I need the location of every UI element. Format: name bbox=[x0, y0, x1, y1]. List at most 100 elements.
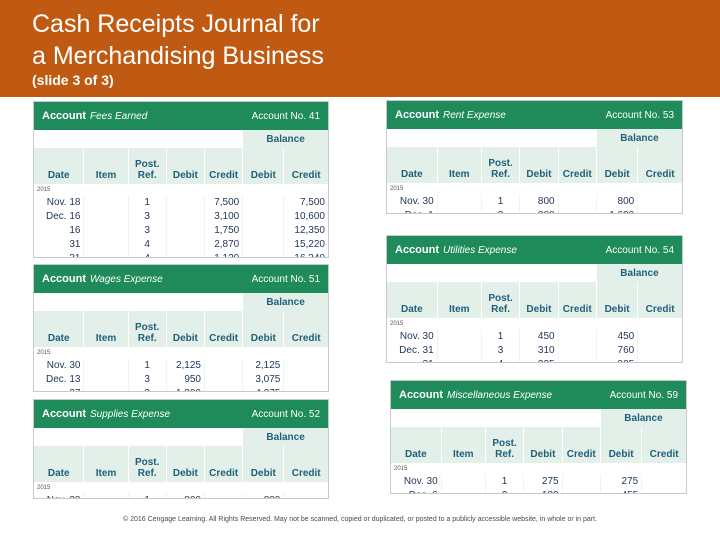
ledger-table: Balance Date Item Post. Ref. Debit Credit Debit… bbox=[34, 130, 328, 257]
ledger-header-left: Account Rent Expense bbox=[395, 109, 506, 121]
table-row: Nov. 30 1 450 450 bbox=[387, 329, 682, 343]
header-spacer bbox=[387, 129, 597, 147]
balance-credit-cell bbox=[637, 357, 682, 362]
credit-cell bbox=[557, 194, 597, 208]
ref-label: Ref. bbox=[137, 333, 157, 344]
year-label: 2015 bbox=[37, 186, 51, 193]
item-cell bbox=[83, 223, 129, 237]
item-cell bbox=[83, 251, 129, 257]
balance-debit-cell: 455 bbox=[599, 488, 642, 493]
ledger-header-left: Account Fees Earned bbox=[42, 110, 147, 122]
account-name: Miscellaneous Expense bbox=[447, 390, 553, 401]
debit-cell bbox=[165, 251, 205, 257]
ledger-header-left: Account Utilities Expense bbox=[395, 244, 517, 256]
balance-header: Balance bbox=[242, 130, 328, 148]
ledger-account: Account Miscellaneous Expense Account No. … bbox=[390, 380, 687, 494]
slide-title-line-1: Cash Receipts Journal for bbox=[32, 10, 320, 38]
balance-debit-header: Debit bbox=[595, 282, 638, 318]
balance-credit-header: Credit bbox=[283, 148, 328, 184]
balance-credit-cell: 16,340 bbox=[283, 251, 328, 257]
post-label: Post. bbox=[134, 457, 160, 468]
ledger-header: Account Miscellaneous Expense Account No. … bbox=[391, 381, 686, 409]
post-ref-header: Post. Ref. bbox=[127, 148, 167, 184]
item-cell bbox=[83, 209, 129, 223]
account-label: Account bbox=[399, 389, 443, 401]
debit-cell: 950 bbox=[165, 372, 205, 386]
table-row: 27 31,200 4,275 bbox=[34, 386, 328, 391]
ledger-header: Account Supplies Expense Account No. 52 bbox=[34, 400, 328, 428]
date-header: Date bbox=[34, 311, 84, 347]
table-row: Nov. 18 1 7,500 7,500 bbox=[34, 195, 328, 209]
ledger-table: Balance Date Item Post. Ref. Debit Credit Debit… bbox=[387, 264, 682, 362]
debit-cell bbox=[165, 195, 205, 209]
date-cell: Dec. 16 bbox=[46, 210, 81, 222]
year-row: 2015 bbox=[34, 482, 328, 493]
date-cell: Nov. 30 bbox=[403, 475, 438, 487]
table-row: Dec. 13 3 950 3,075 bbox=[34, 372, 328, 386]
ledger-header: Account Wages Expense Account No. 51 bbox=[34, 265, 328, 293]
credit-cell: 1,750 bbox=[203, 223, 243, 237]
slide-header: Cash Receipts Journal for a Merchandisin… bbox=[0, 0, 720, 97]
debit-header: Debit bbox=[519, 147, 559, 183]
post-ref-cell: 3 bbox=[127, 209, 167, 223]
post-ref-header: Post. Ref. bbox=[484, 427, 524, 463]
debit-cell: 2,125 bbox=[165, 358, 205, 372]
item-cell bbox=[440, 474, 486, 488]
ledger-header-left: Account Wages Expense bbox=[42, 273, 163, 285]
balance-debit-cell: 3,075 bbox=[242, 372, 284, 386]
item-header: Item bbox=[436, 282, 482, 318]
credit-cell bbox=[203, 358, 243, 372]
balance-header: Balance bbox=[595, 129, 682, 147]
post-ref-cell: 3 bbox=[127, 223, 167, 237]
date-header: Date bbox=[391, 427, 442, 463]
balance-credit-cell bbox=[637, 208, 682, 213]
credit-header: Credit bbox=[203, 446, 243, 482]
post-ref-cell: 3 bbox=[480, 343, 520, 357]
header-spacer bbox=[387, 264, 597, 282]
balance-credit-header: Credit bbox=[641, 427, 686, 463]
table-row: Dec. 31 3 310 760 bbox=[387, 343, 682, 357]
credit-cell bbox=[561, 474, 601, 488]
debit-header: Debit bbox=[519, 282, 559, 318]
balance-debit-cell bbox=[242, 223, 284, 237]
balance-debit-cell: 760 bbox=[595, 343, 638, 357]
credit-cell bbox=[203, 372, 243, 386]
year-row: 2015 bbox=[391, 463, 686, 474]
item-cell bbox=[83, 358, 129, 372]
item-header: Item bbox=[440, 427, 486, 463]
table-row: 31 4225 985 bbox=[387, 357, 682, 362]
post-ref-cell: 3 bbox=[127, 386, 167, 391]
balance-credit-cell: 12,350 bbox=[283, 223, 328, 237]
account-label: Account bbox=[42, 110, 86, 122]
account-number: Account No. 59 bbox=[609, 389, 678, 401]
credit-header: Credit bbox=[203, 311, 243, 347]
credit-cell: 7,500 bbox=[203, 195, 243, 209]
header-spacer bbox=[34, 293, 243, 311]
post-ref-cell: 1 bbox=[484, 474, 524, 488]
debit-cell: 800 bbox=[519, 208, 559, 213]
account-name: Utilities Expense bbox=[443, 245, 517, 256]
debit-cell bbox=[165, 209, 205, 223]
balance-debit-cell bbox=[242, 195, 284, 209]
credit-cell bbox=[203, 493, 243, 498]
ledger-account: Account Utilities Expense Account No. 54 Ba… bbox=[386, 235, 683, 363]
balance-credit-cell bbox=[641, 474, 686, 488]
debit-header: Debit bbox=[523, 427, 563, 463]
item-cell bbox=[436, 343, 482, 357]
year-row: 2015 bbox=[387, 318, 682, 329]
credit-header: Credit bbox=[203, 148, 243, 184]
year-label: 2015 bbox=[394, 465, 408, 472]
ref-label: Ref. bbox=[137, 468, 157, 479]
debit-cell bbox=[165, 237, 205, 251]
table-row: Nov. 30 1 275 275 bbox=[391, 474, 686, 488]
post-ref-cell: 2 bbox=[480, 208, 520, 213]
credit-header: Credit bbox=[557, 282, 597, 318]
debit-cell bbox=[165, 223, 205, 237]
item-cell bbox=[436, 208, 482, 213]
ref-label: Ref. bbox=[137, 170, 157, 181]
post-ref-cell: 4 bbox=[127, 237, 167, 251]
credit-cell bbox=[561, 488, 601, 493]
post-ref-cell: 4 bbox=[127, 251, 167, 257]
